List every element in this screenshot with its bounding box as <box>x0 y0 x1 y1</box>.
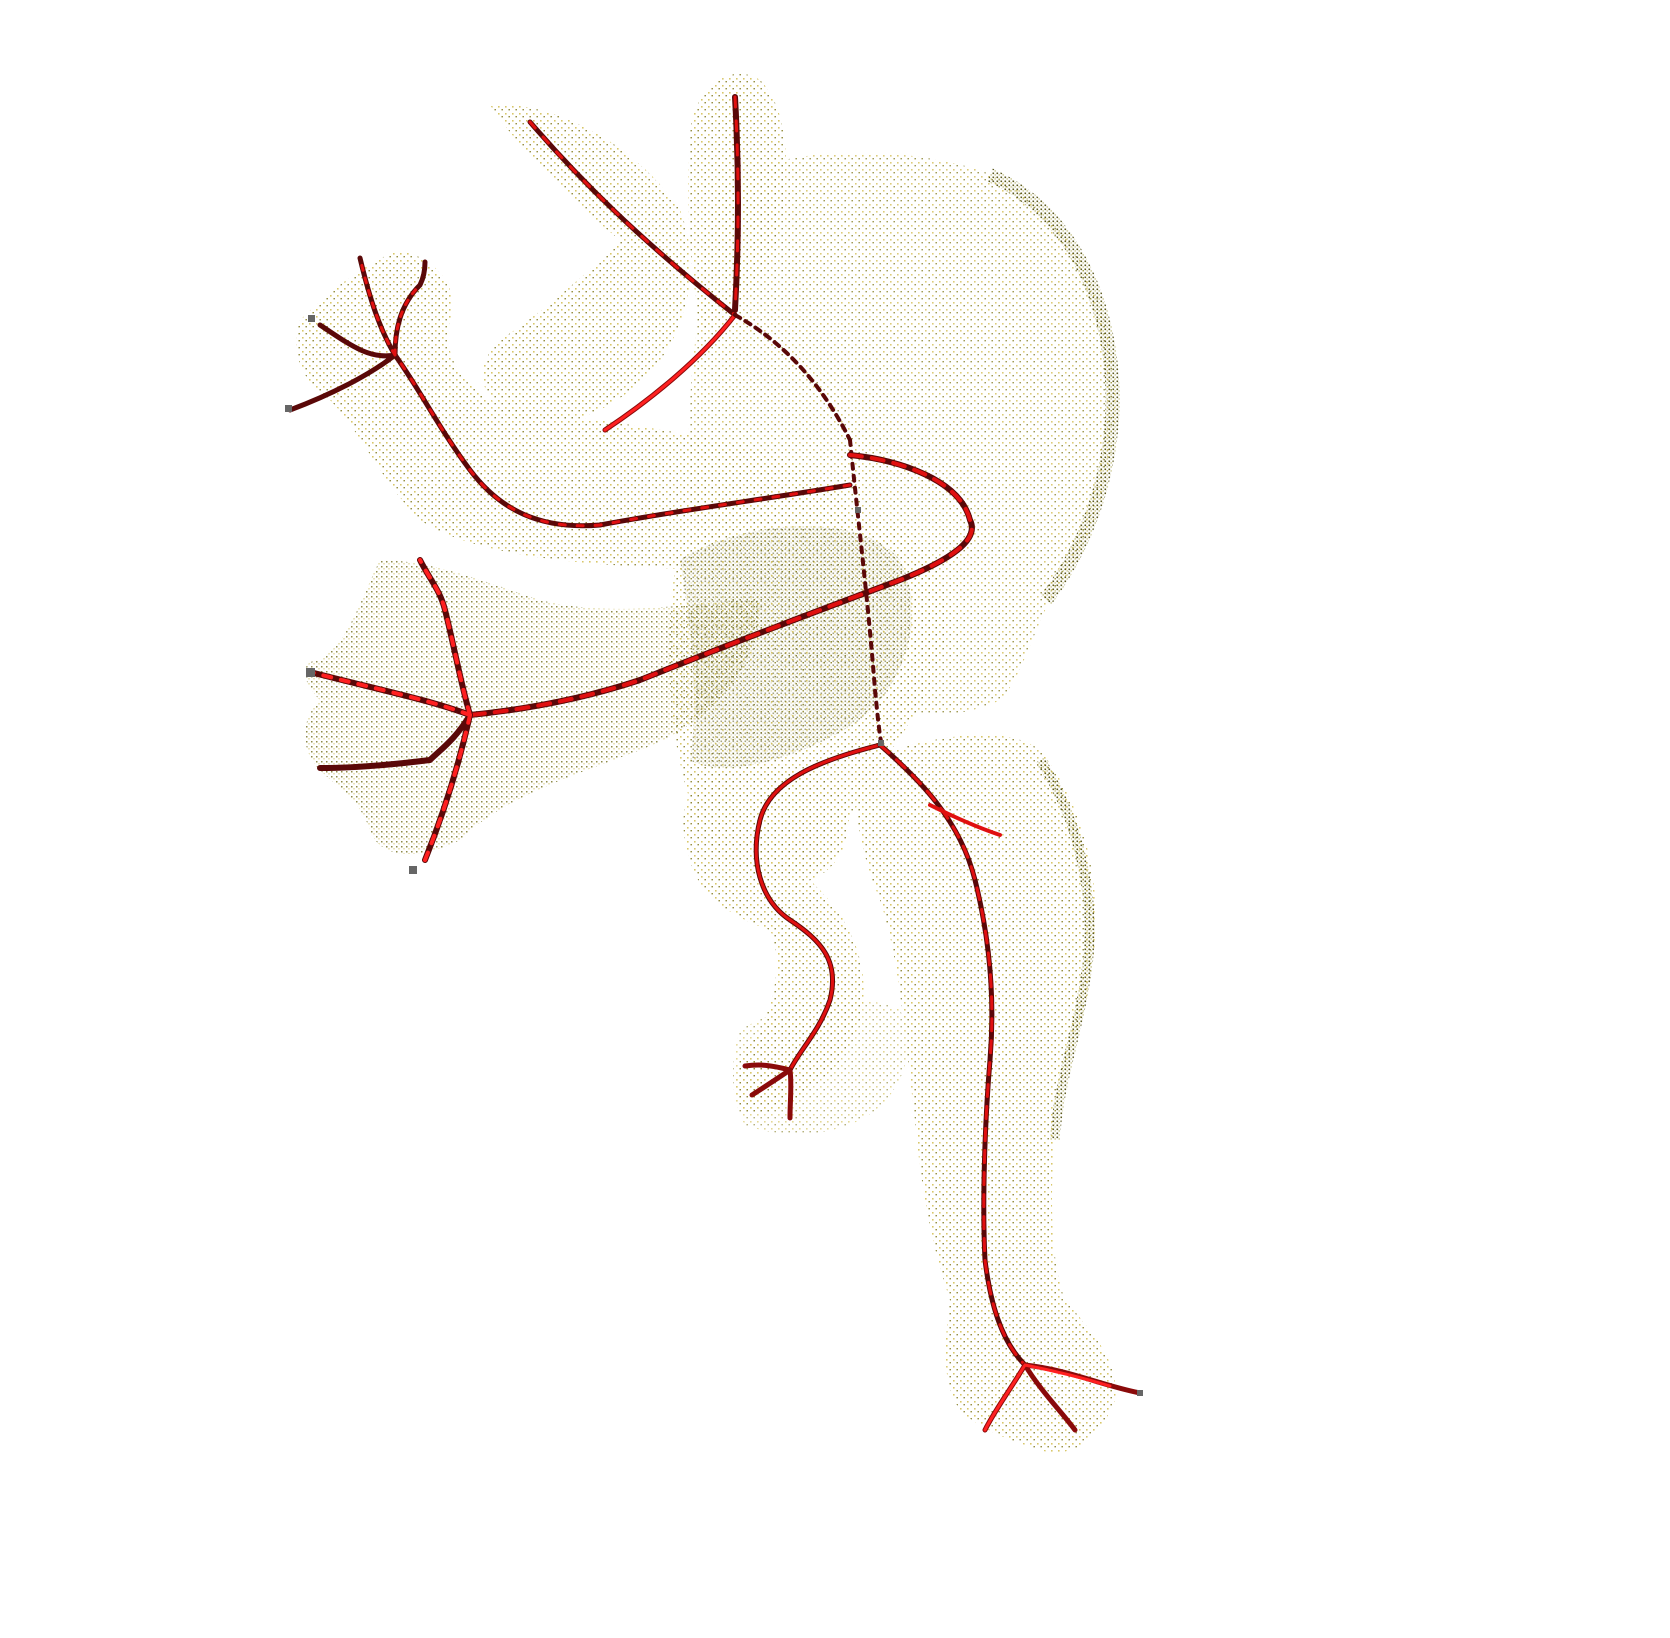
skeleton-long-foot-hi <box>983 1363 1112 1432</box>
cloud-left-arm <box>296 250 852 576</box>
skeleton-mid-branch-hi <box>603 313 737 432</box>
skeleton-endpoints <box>285 315 1143 1396</box>
cloud-belly-shade <box>680 526 913 768</box>
skeleton-loop-hi <box>468 453 974 717</box>
skeleton-knee-spur <box>928 803 1002 837</box>
skeleton-long-leg-hi <box>878 743 1027 1367</box>
skeleton-upper-hand <box>287 255 428 413</box>
skeleton-bent-leg-hi <box>754 743 882 1072</box>
skeleton-upper-hand-hi <box>358 256 422 357</box>
endpoint-marker <box>308 315 315 322</box>
endpoint-marker <box>285 405 292 412</box>
curve-skeleton <box>287 94 1143 1433</box>
cloud-head-edge <box>987 168 1120 605</box>
endpoint-marker <box>409 866 417 874</box>
cloud-upper-wing <box>482 104 691 423</box>
skeleton-spine-neck <box>733 313 852 442</box>
cloud-leg-shade <box>1035 757 1095 1141</box>
skeleton-lower-hand-hi <box>308 558 472 862</box>
skeleton-bent-foot <box>742 1062 794 1121</box>
endpoint-marker <box>306 668 315 677</box>
cloud-bent-foot <box>733 999 908 1134</box>
skeleton-ear-branch <box>732 94 742 313</box>
skeleton-wing-branch-hi <box>528 120 737 317</box>
endpoint-marker <box>1137 1390 1143 1396</box>
skeleton-spine <box>848 438 884 747</box>
endpoint-marker <box>878 740 884 746</box>
skeleton-left-arm-hi <box>393 353 852 528</box>
endpoint-marker <box>855 507 861 513</box>
